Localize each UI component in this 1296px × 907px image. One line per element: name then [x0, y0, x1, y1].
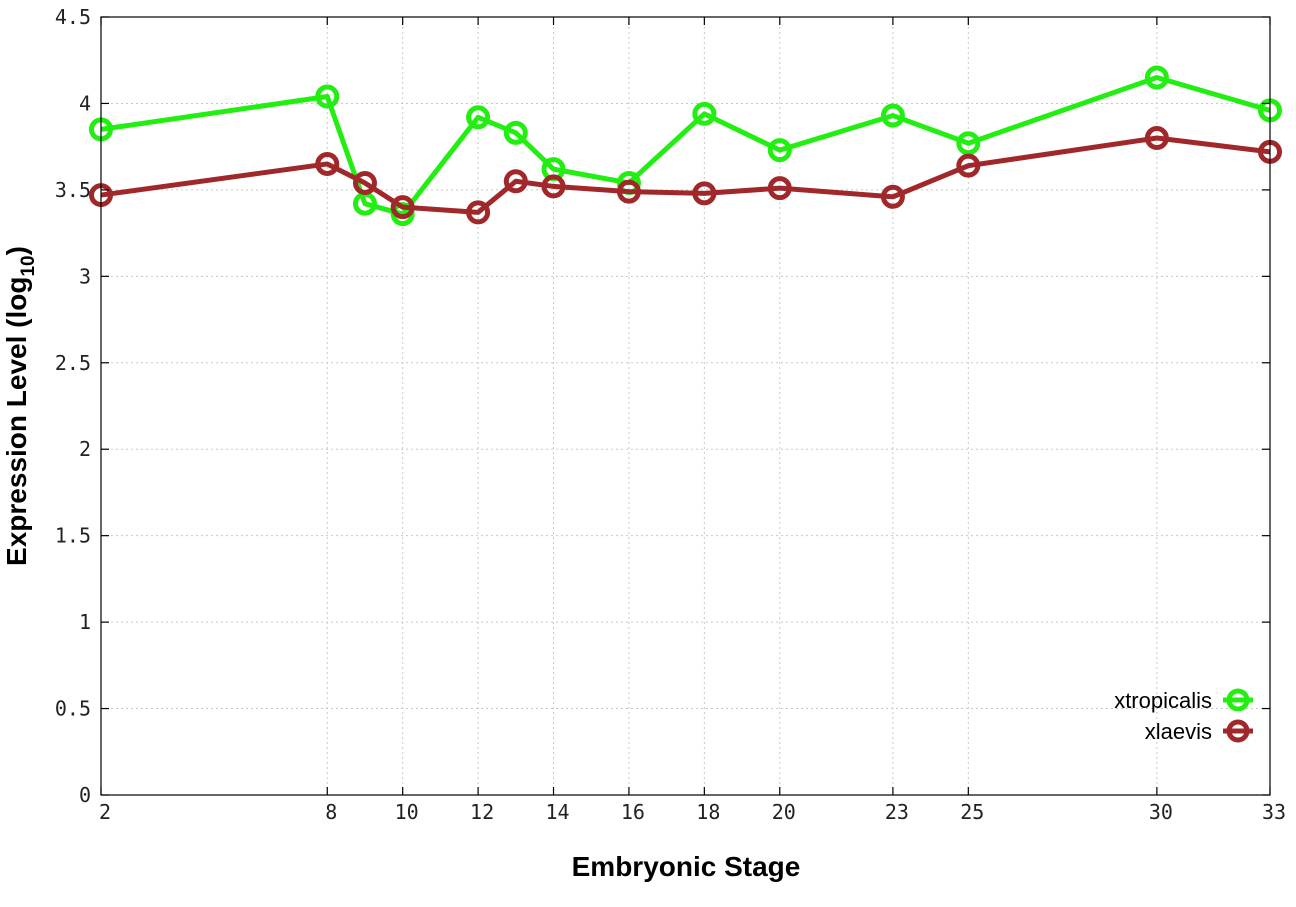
legend-item-xtropicalis: xtropicalis [1114, 688, 1253, 713]
y-axis-title-close: ) [1, 246, 32, 255]
data-point-xlaevis [315, 151, 340, 176]
x-axis-title: Embryonic Stage [572, 851, 801, 882]
y-axis-title-main: Expression Level (log [1, 277, 32, 566]
y-tick-label: 3.5 [55, 178, 91, 202]
legend-label-xtropicalis: xtropicalis [1114, 688, 1212, 713]
series-line-xtropicalis [100, 75, 1271, 217]
x-tick-label: 30 [1149, 800, 1173, 824]
x-tick-label: 16 [621, 800, 645, 824]
y-tick-label: 1 [79, 610, 91, 634]
data-point-xtropicalis [692, 101, 717, 126]
data-point-xlaevis [503, 169, 528, 194]
y-axis-title-subscript: 10 [18, 255, 39, 276]
data-point-xtropicalis [1144, 65, 1169, 90]
x-tick-label: 23 [885, 800, 909, 824]
y-tick-label: 3 [79, 264, 91, 288]
data-point-xlaevis [390, 195, 415, 220]
legend-marker-xlaevis [1226, 719, 1250, 743]
y-tick-label: 2 [79, 437, 91, 461]
data-point-xlaevis [692, 181, 717, 206]
data-point-xtropicalis [767, 138, 792, 163]
data-point-xtropicalis [880, 103, 905, 128]
data-point-xlaevis [616, 179, 641, 204]
series-xlaevis [89, 126, 1282, 225]
data-point-xlaevis [767, 176, 792, 201]
legend: xtropicalis xlaevis [1114, 688, 1253, 744]
data-point-xlaevis [352, 170, 377, 195]
x-tick-label: 14 [545, 800, 569, 824]
data-point-xlaevis [541, 174, 566, 199]
data-point-xtropicalis [503, 120, 528, 145]
x-tick-label: 12 [470, 800, 494, 824]
data-point-xlaevis [956, 153, 981, 178]
data-point-xlaevis [880, 184, 905, 209]
x-tick-label: 33 [1262, 800, 1286, 824]
data-point-xlaevis [466, 200, 491, 225]
series-layer [89, 65, 1282, 227]
data-point-xtropicalis [315, 84, 340, 109]
data-point-xtropicalis [466, 105, 491, 130]
x-tick-label: 2 [99, 800, 111, 824]
y-tick-label: 1.5 [55, 524, 91, 548]
legend-marker-xtropicalis [1226, 688, 1250, 712]
y-tick-label: 4.5 [55, 5, 91, 29]
data-point-xlaevis [1144, 126, 1169, 151]
x-tick-label: 10 [395, 800, 419, 824]
legend-label-xlaevis: xlaevis [1145, 719, 1212, 744]
y-tick-label: 2.5 [55, 351, 91, 375]
x-tick-label: 8 [325, 800, 337, 824]
y-tick-label: 0.5 [55, 697, 91, 721]
y-tick-label: 4 [79, 91, 91, 115]
series-line-xlaevis [100, 135, 1271, 215]
x-tick-label: 25 [960, 800, 984, 824]
x-tick-label: 18 [696, 800, 720, 824]
tick-labels: 2 8 10 12 14 16 18 20 23 25 30 33 0 0.5 1 1.5 2 2.5 3 3.5 4 4… [55, 5, 1286, 824]
plot-frame [100, 16, 1271, 796]
y-tick-label: 0 [79, 783, 91, 807]
x-tick-label: 20 [772, 800, 796, 824]
y-axis-title: Expression Level (log10) [1, 246, 39, 566]
data-point-xtropicalis [956, 131, 981, 156]
legend-item-xlaevis: xlaevis [1145, 719, 1253, 744]
axis-ticks [100, 16, 1271, 796]
